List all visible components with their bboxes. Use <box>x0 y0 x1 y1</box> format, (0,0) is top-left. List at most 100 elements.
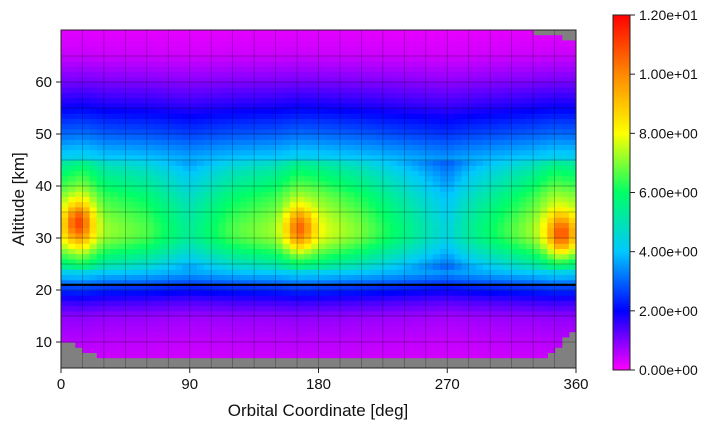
heatmap-cell <box>175 347 184 353</box>
heatmap-cell <box>454 248 463 255</box>
heatmap-cell <box>89 305 98 312</box>
heatmap-cell <box>189 279 198 286</box>
heatmap-cell <box>246 321 255 327</box>
heatmap-cell <box>454 264 463 270</box>
heatmap-cell <box>189 170 198 177</box>
heatmap-cell <box>282 186 291 192</box>
heatmap-cell <box>254 76 262 83</box>
heatmap-cell <box>189 201 198 208</box>
heatmap-cell <box>118 206 126 213</box>
heatmap-cell <box>368 97 377 104</box>
heatmap-cell <box>432 253 441 260</box>
heatmap-cell <box>454 71 463 78</box>
heatmap-cell <box>382 290 391 296</box>
heatmap-cell <box>161 71 169 78</box>
heatmap-cell <box>161 222 169 229</box>
heatmap-cell <box>275 284 284 291</box>
heatmap-cell <box>540 253 548 260</box>
heatmap-cell <box>311 61 320 67</box>
heatmap-cell <box>332 238 341 244</box>
heatmap-cell <box>275 56 284 62</box>
heatmap-cell <box>189 347 198 353</box>
heatmap-cell <box>318 243 327 249</box>
heatmap-cell <box>511 217 520 223</box>
heatmap-cell <box>211 264 219 270</box>
heatmap-cell <box>390 342 398 348</box>
heatmap-cell <box>182 160 191 166</box>
heatmap-cell <box>275 71 284 78</box>
heatmap-cell <box>454 227 463 234</box>
heatmap-cell <box>211 97 219 104</box>
heatmap-cell <box>218 102 227 109</box>
heatmap-cell <box>497 196 506 203</box>
heatmap-cell <box>246 305 255 312</box>
heatmap-cell <box>554 253 563 260</box>
heatmap-cell <box>103 165 112 171</box>
heatmap-cell <box>211 66 219 73</box>
heatmap-cell <box>454 222 463 229</box>
heatmap-cell <box>375 217 384 223</box>
heatmap-cell <box>103 279 112 286</box>
heatmap-cell <box>103 264 112 270</box>
heatmap-cell <box>325 45 334 52</box>
heatmap-cell <box>404 128 413 135</box>
heatmap-cell <box>511 305 520 312</box>
heatmap-cell <box>418 134 427 140</box>
heatmap-cell <box>232 326 241 333</box>
heatmap-cell <box>318 342 327 348</box>
heatmap-cell <box>275 269 284 275</box>
heatmap-cell <box>125 305 134 312</box>
heatmap-cell <box>239 316 248 322</box>
heatmap-cell <box>89 113 98 119</box>
heatmap-cell <box>311 316 320 322</box>
heatmap-cell <box>204 50 212 57</box>
heatmap-cell <box>375 290 384 296</box>
heatmap-cell <box>361 347 370 353</box>
heatmap-cell <box>504 196 513 203</box>
heatmap-cell <box>554 154 563 161</box>
heatmap-cell <box>125 290 134 296</box>
heatmap-cell <box>239 82 248 88</box>
heatmap-cell <box>75 149 84 156</box>
heatmap-cell <box>432 92 441 99</box>
heatmap-cell <box>568 295 576 301</box>
heatmap-cell <box>268 180 277 187</box>
heatmap-cell <box>168 149 177 156</box>
heatmap-cell <box>425 310 434 317</box>
heatmap-cell <box>447 144 455 151</box>
heatmap-cell <box>354 30 363 36</box>
heatmap-cell <box>368 217 377 223</box>
heatmap-cell <box>390 336 398 343</box>
heatmap-cell <box>254 232 262 239</box>
heatmap-cell <box>289 310 298 317</box>
heatmap-cell <box>547 310 556 317</box>
heatmap-cell <box>347 279 355 286</box>
heatmap-cell <box>454 180 463 187</box>
heatmap-cell <box>68 232 76 239</box>
heatmap-cell <box>518 40 527 47</box>
heatmap-cell <box>61 175 69 182</box>
heatmap-cell <box>525 258 534 265</box>
heatmap-cell <box>368 123 377 130</box>
heatmap-cell <box>111 35 119 41</box>
heatmap-cell <box>225 269 234 275</box>
heatmap-cell <box>297 196 305 203</box>
heatmap-cell <box>282 97 291 104</box>
heatmap-cell <box>304 113 312 119</box>
heatmap-cell <box>75 30 84 36</box>
heatmap-cell <box>211 87 219 93</box>
heatmap-cell <box>111 108 119 114</box>
heatmap-cell <box>547 66 556 73</box>
heatmap-cell <box>390 295 398 301</box>
heatmap-cell <box>440 284 448 291</box>
heatmap-cell <box>175 248 184 255</box>
heatmap-cell <box>103 154 112 161</box>
heatmap-cell <box>153 258 162 265</box>
heatmap-cell <box>196 222 205 229</box>
heatmap-cell <box>382 35 391 41</box>
heatmap-cell <box>204 232 212 239</box>
heatmap-cell <box>490 352 498 359</box>
heatmap-cell <box>332 217 341 223</box>
heatmap-cell <box>239 295 248 301</box>
heatmap-cell <box>168 170 177 177</box>
